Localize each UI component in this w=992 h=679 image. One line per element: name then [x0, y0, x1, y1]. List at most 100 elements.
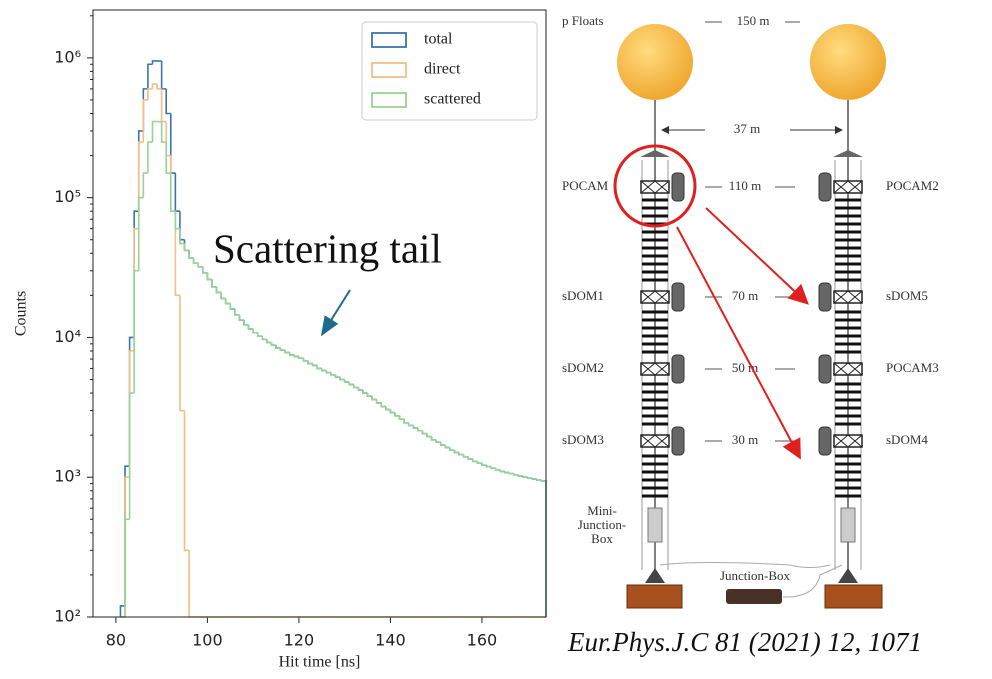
y-tick-label: 10²	[54, 607, 81, 626]
histogram-step	[211, 279, 217, 288]
histogram-step	[179, 228, 185, 245]
x-tick-label: 80	[106, 631, 126, 650]
legend-label: direct	[424, 61, 461, 78]
depth-label: 50 m	[732, 360, 758, 375]
histogram-step	[517, 474, 524, 477]
module-cross	[833, 180, 863, 194]
histogram-step	[353, 384, 359, 389]
anchor	[824, 584, 883, 609]
histogram-step	[279, 348, 286, 352]
histogram-step	[421, 430, 428, 435]
histogram-step	[247, 324, 254, 330]
histogram-step	[343, 379, 350, 383]
histogram-step	[380, 402, 386, 408]
histogram-step	[275, 345, 281, 349]
left-label: sDOM2	[562, 360, 604, 375]
cable	[659, 562, 831, 568]
anchor	[626, 584, 683, 609]
histogram-step	[165, 88, 171, 115]
sensor	[671, 282, 685, 312]
histogram-step	[362, 390, 368, 394]
histogram-step	[389, 409, 395, 414]
highlight-circle	[613, 144, 697, 228]
sensor	[818, 282, 832, 312]
histogram-step	[183, 243, 190, 252]
histogram-step	[261, 336, 267, 341]
sensor	[671, 354, 685, 384]
junction-box	[726, 589, 782, 604]
y-tick-label: 10⁴	[54, 327, 81, 346]
histogram-step	[288, 352, 295, 356]
histogram-step	[119, 605, 126, 617]
module-frame	[640, 434, 670, 448]
histogram-step	[526, 477, 533, 479]
left-label: POCAM	[562, 178, 609, 193]
depth-label: 30 m	[732, 432, 758, 447]
module-cross	[833, 434, 863, 448]
histogram-step	[206, 272, 212, 281]
module-frame	[640, 362, 670, 376]
x-tick-label: 100	[192, 631, 223, 650]
histogram-step	[137, 196, 144, 271]
histogram-step	[430, 436, 437, 441]
cable	[782, 564, 843, 598]
histogram-step	[467, 456, 473, 460]
histogram-step	[334, 374, 341, 378]
histogram-step	[435, 439, 441, 444]
chart: 80 100 120 140 160 10² 10³ 10⁴ 10⁵ 10⁶ Hit time [n…	[13, 9, 547, 671]
module-frame	[833, 362, 863, 376]
float	[810, 24, 886, 100]
annotation: Scattering tail	[213, 225, 442, 271]
histogram-step	[417, 427, 423, 432]
junction-box-label: Junction-Box	[720, 568, 791, 583]
right-label: sDOM5	[886, 288, 928, 303]
histogram-step	[165, 142, 171, 174]
histogram-step	[357, 387, 363, 391]
histogram-step	[407, 422, 414, 427]
histogram-step	[156, 84, 162, 90]
histogram-step	[188, 250, 194, 259]
histogram-step	[160, 60, 167, 90]
x-axis-label: Hit time [ns]	[279, 654, 361, 671]
left-label: sDOM3	[562, 432, 604, 447]
histogram-step	[266, 339, 272, 344]
mini-jb-label: Box	[591, 531, 613, 546]
left-label: sDOM1	[562, 288, 604, 303]
histogram-step	[536, 479, 542, 481]
histogram-step	[494, 468, 501, 471]
histogram-step	[197, 263, 203, 268]
x-tick-label: 160	[467, 631, 498, 650]
histogram-step	[124, 518, 130, 617]
histogram-step	[513, 473, 519, 476]
sensor	[818, 426, 832, 456]
histogram-step	[307, 360, 313, 365]
mini-junction-box	[840, 507, 856, 543]
histogram-step	[311, 363, 318, 367]
sensor	[818, 172, 832, 202]
histogram-step	[471, 458, 478, 463]
module-cross	[640, 434, 670, 448]
histogram-step	[151, 60, 158, 65]
histogram-step	[375, 399, 382, 404]
histogram-step	[142, 172, 148, 198]
red-arrow	[705, 207, 809, 305]
top-floats-label: p Floats	[562, 13, 604, 28]
histogram-step	[508, 472, 514, 475]
depth-label: 110 m	[729, 178, 761, 193]
histogram-step	[133, 269, 139, 394]
diagram: p Floats 150 m 37 m POCAM 110 m POCAM2 sDOM…	[562, 13, 939, 609]
histogram-step	[147, 63, 153, 89]
histogram-step	[339, 377, 345, 381]
x-tick-label: 140	[375, 631, 406, 650]
histogram-step	[215, 286, 222, 294]
histogram-step	[398, 415, 405, 421]
float	[617, 24, 693, 100]
right-label: POCAM3	[886, 360, 939, 375]
histogram-step	[453, 450, 460, 454]
top-weight	[640, 150, 863, 157]
histogram-step	[147, 141, 153, 174]
histogram-step	[540, 480, 547, 617]
right-label: sDOM4	[886, 432, 928, 447]
histogram-step	[179, 295, 185, 412]
